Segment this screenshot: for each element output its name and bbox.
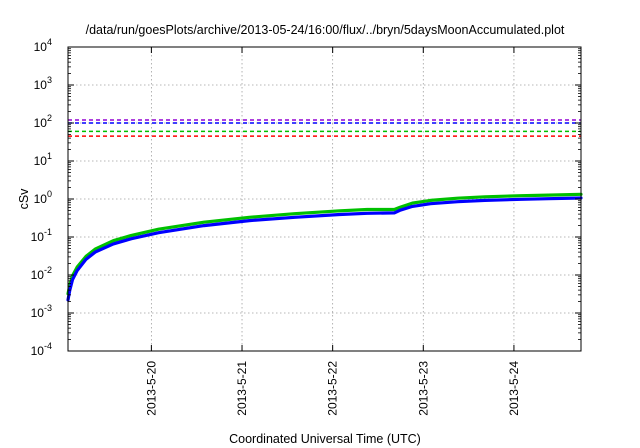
chart-title: /data/run/goesPlots/archive/2013-05-24/1… [86, 23, 565, 37]
y-axis: 10-4 10-3 10-2 10-1 100 101 102 103 104 [31, 37, 581, 358]
y-tick-label: 10-3 [31, 303, 52, 320]
series-layer [66, 192, 583, 302]
y-tick-label: 10-1 [31, 227, 52, 244]
x-tick-label: 2013-5-24 [507, 361, 521, 416]
grid [68, 47, 581, 351]
y-axis-label: cSv [17, 188, 31, 210]
y-tick-label: 102 [34, 113, 52, 130]
x-axis-label: Coordinated Universal Time (UTC) [229, 432, 421, 446]
threshold-lines [68, 119, 581, 137]
y-tick-label: 10-4 [31, 341, 52, 358]
series-line [66, 192, 583, 296]
x-tick-label: 2013-5-23 [416, 361, 430, 416]
y-tick-label: 103 [34, 75, 52, 92]
series-line [66, 196, 583, 302]
y-tick-label: 10-2 [31, 265, 52, 282]
x-axis: 2013-5-20 2013-5-21 2013-5-22 2013-5-23 2013… [144, 47, 521, 416]
y-tick-label: 101 [34, 151, 52, 168]
x-tick-label: 2013-5-20 [144, 361, 158, 416]
y-tick-label: 104 [34, 37, 52, 54]
y-tick-label: 100 [34, 189, 52, 206]
x-tick-label: 2013-5-22 [326, 361, 340, 416]
x-tick-label: 2013-5-21 [235, 361, 249, 416]
